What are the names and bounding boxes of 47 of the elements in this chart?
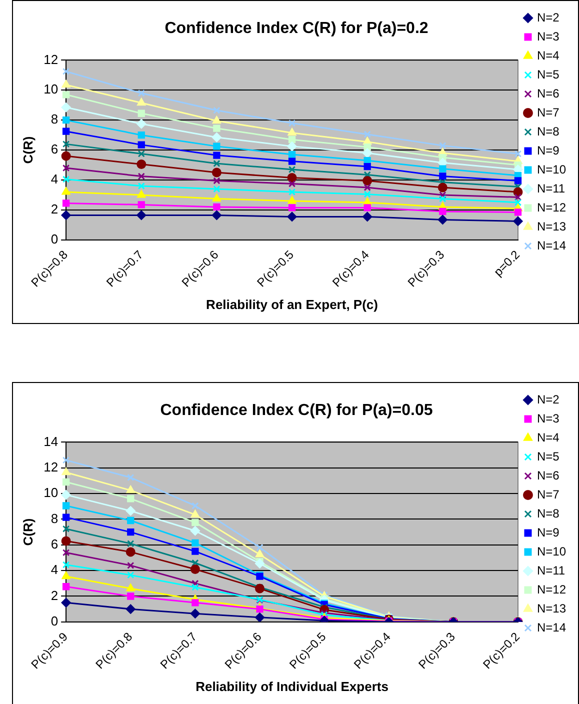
y-tick-label: 10 — [44, 485, 58, 500]
legend-label: N=3 — [536, 411, 560, 426]
legend-label: N=11 — [536, 181, 566, 196]
legend-label: N=7 — [536, 105, 560, 120]
y-axis-title: C(R) — [20, 136, 36, 164]
legend-label: N=2 — [536, 10, 560, 24]
legend-label: N=5 — [536, 67, 560, 82]
legend-label: N=8 — [536, 124, 560, 138]
legend-label: N=4 — [536, 48, 560, 62]
legend-label: N=9 — [536, 143, 560, 158]
x-axis-title: Reliability of Individual Experts — [196, 678, 388, 694]
legend-label: N=11 — [536, 563, 566, 578]
legend-label: N=14 — [536, 620, 566, 634]
legend-label: N=5 — [536, 449, 560, 464]
legend-label: N=6 — [536, 86, 560, 100]
legend-label: N=10 — [536, 544, 566, 558]
y-tick-label: 0 — [50, 613, 58, 628]
legend-label: N=13 — [536, 219, 566, 234]
chart-title: Confidence Index C(R) for P(a)=0.05 — [160, 402, 433, 420]
legend-label: N=6 — [536, 468, 560, 482]
legend-label: N=14 — [536, 238, 566, 252]
y-tick-label: 6 — [50, 536, 58, 552]
y-tick-label: 4 — [50, 172, 58, 187]
y-tick-label: 10 — [44, 82, 58, 97]
x-axis-title: Reliability of an Expert, P(c) — [206, 296, 378, 312]
legend-label: N=4 — [536, 430, 560, 444]
legend-label: N=13 — [536, 601, 566, 616]
y-tick-label: 0 — [50, 231, 58, 246]
legend-label: N=9 — [536, 525, 560, 540]
y-tick-label: 8 — [50, 112, 58, 127]
legend-label: N=2 — [536, 392, 560, 406]
y-tick-label: 12 — [44, 52, 58, 67]
y-tick-label: 2 — [50, 202, 58, 217]
y-tick-label: 6 — [50, 142, 58, 157]
chart-title: Confidence Index C(R) for P(a)=0.2 — [164, 20, 428, 38]
legend-label: N=3 — [536, 29, 560, 44]
y-tick-label: 8 — [50, 510, 58, 526]
y-tick-label: 4 — [50, 562, 58, 578]
legend-label: N=12 — [536, 200, 566, 214]
y-tick-label: 12 — [44, 459, 58, 474]
y-tick-label: 14 — [44, 434, 58, 449]
legend-label: N=10 — [536, 162, 566, 176]
y-tick-label: 2 — [50, 588, 58, 603]
y-axis-title: C(R) — [20, 518, 36, 546]
legend-label: N=8 — [536, 506, 560, 520]
legend-label: N=7 — [536, 487, 560, 502]
legend-label: N=12 — [536, 582, 566, 596]
